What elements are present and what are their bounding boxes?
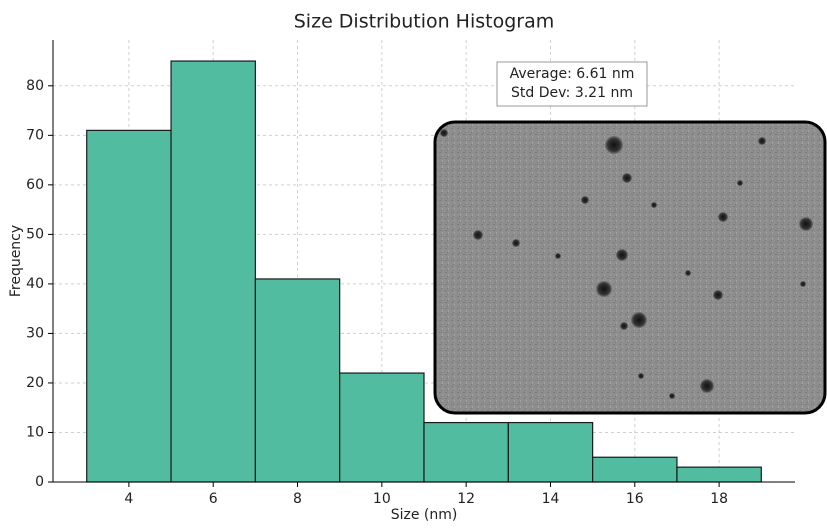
x-axis-label: Size (nm) [391,507,458,523]
y-tick-label: 30 [26,325,44,341]
bar [507,421,594,483]
x-tick-label: 4 [124,491,133,507]
annotation: Std Dev: 3.21 nm [511,85,633,101]
bar [254,278,341,483]
particles [440,129,813,399]
bar [676,466,762,483]
annotation: Average: 6.61 nm [510,66,635,82]
inset-image [433,120,827,415]
y-tick-label: 20 [26,375,44,391]
y-tick-label: 80 [26,78,44,94]
bar [423,421,509,483]
y-tick-label: 0 [35,474,44,490]
bar [592,456,678,483]
chart-title: Size Distribution Histogram [294,11,555,33]
y-tick-label: 40 [26,276,44,292]
x-tick-label: 14 [542,491,560,507]
y-tick-label: 50 [26,226,44,242]
x-tick-label: 10 [373,491,391,507]
bar [86,129,172,483]
y-axis-label: Frequency [8,225,24,297]
x-tick-label: 18 [710,491,728,507]
y-tick-label: 60 [26,177,44,193]
stats-frame [496,61,648,107]
y-tick-label: 10 [26,424,44,440]
x-tick-label: 16 [626,491,644,507]
stats-box: Average: 6.61 nm Std Dev: 3.21 nm [496,61,648,107]
x-tick-label: 8 [293,491,302,507]
x-tick-label: 6 [209,491,218,507]
bar [170,60,256,483]
x-tick-label: 12 [457,491,475,507]
bar [339,372,425,483]
y-tick-label: 70 [26,127,44,143]
micrograph [433,120,827,415]
